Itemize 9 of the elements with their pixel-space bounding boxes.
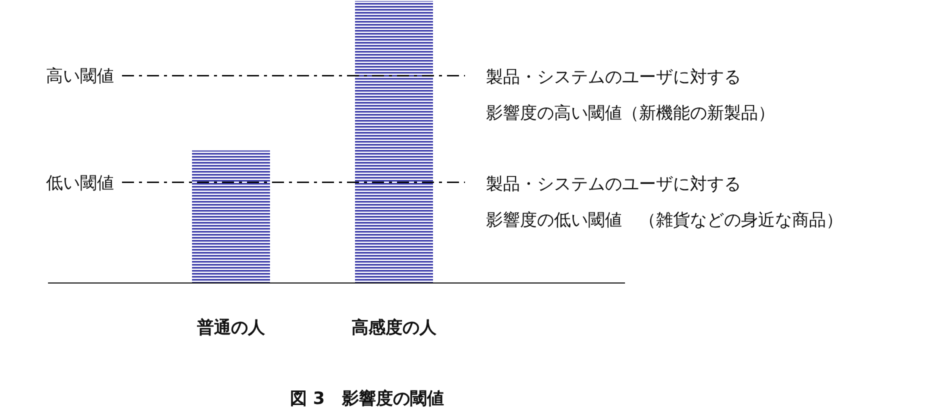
ref-line-label: 高い閾値	[46, 66, 114, 87]
x-tick-label: 普通の人	[196, 317, 266, 338]
text: 影響度の高い閾値（新機能の新製品）	[486, 104, 775, 124]
x-tick-label: 高感度の人	[352, 318, 438, 338]
text: 製品・システムのユーザに対する	[486, 174, 741, 194]
text: 図 3 影響度の閾値	[290, 389, 444, 409]
ref-line-label: 低い閾値	[46, 173, 114, 194]
text: 製品・システムのユーザに対する	[486, 68, 741, 88]
text: 影響度の低い閾値 （雑貨などの身近な商品）	[486, 210, 843, 230]
